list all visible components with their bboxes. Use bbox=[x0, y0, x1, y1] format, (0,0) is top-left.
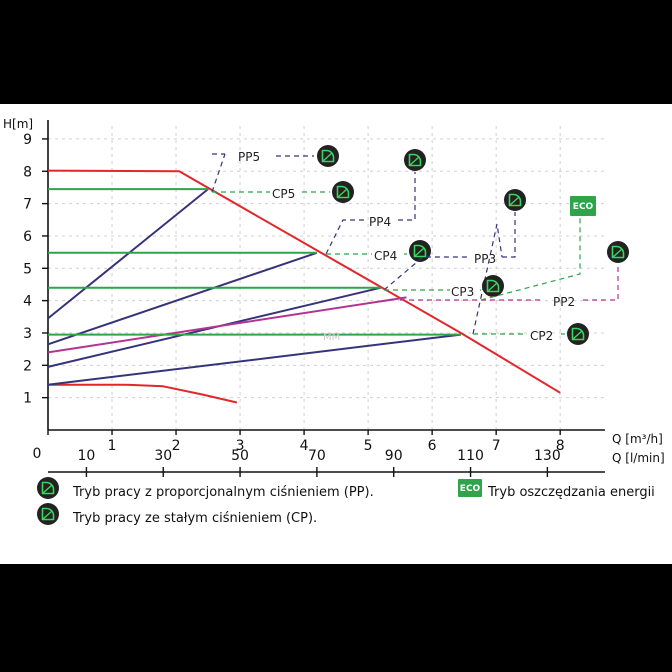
y-tick-label: 3 bbox=[23, 326, 32, 342]
origin-label: 0 bbox=[33, 446, 42, 462]
y-tick-label: 7 bbox=[23, 197, 32, 213]
series-line bbox=[47, 333, 462, 386]
leader-line bbox=[472, 223, 503, 335]
x-axis-label: Q [m³/h] bbox=[612, 432, 663, 446]
mode-label-cp3: CP3 bbox=[451, 285, 474, 299]
mode-label-cp2: CP2 bbox=[530, 329, 553, 343]
series-line bbox=[47, 296, 407, 354]
pump-mode-icon bbox=[408, 239, 432, 263]
pump-mode-icon bbox=[36, 476, 60, 500]
mode-label-pp4: PP4 bbox=[369, 215, 391, 229]
leader-line bbox=[398, 172, 416, 221]
pump-mode-icon bbox=[36, 502, 60, 526]
eco-badge-label: ECO bbox=[460, 484, 481, 494]
mode-label-cp4: CP4 bbox=[374, 249, 397, 263]
y-tick-label: 1 bbox=[23, 391, 32, 407]
series-line bbox=[47, 169, 561, 394]
eco-badge-icon: ECO bbox=[570, 196, 596, 216]
x-tick-label: 1 bbox=[108, 438, 117, 454]
secondary-tick-label: 30 bbox=[154, 448, 172, 464]
y-tick-label: 5 bbox=[23, 261, 32, 277]
legend: Tryb pracy z proporcjonalnym ciśnieniem … bbox=[36, 476, 655, 526]
x-tick-label: 3 bbox=[236, 438, 245, 454]
pump-mode-icon bbox=[481, 274, 505, 298]
mode-label-cp5: CP5 bbox=[272, 187, 295, 201]
y-axis-label: H[m] bbox=[3, 117, 33, 131]
y-tick-label: 9 bbox=[23, 132, 32, 148]
series-line bbox=[47, 251, 318, 346]
legend-text: Tryb pracy z proporcjonalnym ciśnieniem … bbox=[72, 485, 374, 500]
secondary-tick-label: 90 bbox=[385, 448, 403, 464]
secondary-axis-label: Q [l/min] bbox=[612, 451, 665, 465]
x-tick-label: 2 bbox=[172, 438, 181, 454]
eco-badge-icon: ECO bbox=[458, 479, 482, 497]
series-line bbox=[48, 383, 238, 404]
secondary-tick-label: 110 bbox=[457, 448, 484, 464]
x-tick-label: 7 bbox=[492, 438, 501, 454]
y-tick-label: 6 bbox=[23, 229, 32, 245]
leader-line bbox=[211, 153, 226, 193]
secondary-tick-label: 70 bbox=[308, 448, 326, 464]
leader-line bbox=[480, 216, 581, 301]
y-tick-label: 8 bbox=[23, 164, 32, 180]
mode-label-pp3: PP3 bbox=[474, 252, 496, 266]
pump-curve-chart: 1 2 3 4 5 6 7 8 9 1 2 3 4 5 6 7 8 0 H[m] Q [m³/h] 10 30 50 70 90… bbox=[3, 117, 665, 526]
series-group bbox=[47, 169, 561, 404]
secondary-tick-label: 10 bbox=[77, 448, 95, 464]
legend-text: Tryb oszczędzania energii bbox=[487, 485, 655, 500]
x-tick-label: 8 bbox=[556, 438, 565, 454]
mode-label-pp2: PP2 bbox=[553, 295, 575, 309]
y-tick-label: 2 bbox=[23, 358, 32, 374]
pump-mode-icon bbox=[316, 144, 340, 168]
secondary-tick-label: 130 bbox=[534, 448, 561, 464]
leader-line bbox=[502, 212, 516, 258]
watermark: MM bbox=[323, 332, 340, 343]
pump-mode-icon bbox=[566, 322, 590, 346]
axes: 1 2 3 4 5 6 7 8 9 1 2 3 4 5 6 7 8 0 H[m] Q [m³/h] 10 30 50 70 90… bbox=[3, 117, 665, 477]
annotations-group: PP5 CP5 PP4 CP4 PP3 CP3 PP2 CP2 ECO MM bbox=[211, 144, 630, 346]
leader-line bbox=[325, 219, 366, 255]
eco-badge-bg bbox=[458, 479, 482, 497]
x-tick-label: 4 bbox=[300, 438, 309, 454]
pump-mode-icon bbox=[606, 240, 630, 264]
leader-line bbox=[583, 264, 619, 301]
chart-panel: 1 2 3 4 5 6 7 8 9 1 2 3 4 5 6 7 8 0 H[m] Q [m³/h] 10 30 50 70 90… bbox=[0, 104, 672, 564]
eco-badge-label: ECO bbox=[573, 202, 594, 212]
secondary-tick-label: 50 bbox=[231, 448, 249, 464]
y-tick-label: 4 bbox=[23, 294, 32, 310]
pump-mode-icon bbox=[403, 148, 427, 172]
pump-mode-icon bbox=[503, 188, 527, 212]
mode-label-pp5: PP5 bbox=[238, 150, 260, 164]
pump-mode-icon bbox=[331, 180, 355, 204]
leader-line bbox=[383, 256, 470, 291]
x-tick-label: 5 bbox=[364, 438, 373, 454]
x-tick-label: 6 bbox=[428, 438, 437, 454]
legend-text: Tryb pracy ze stałym ciśnieniem (CP). bbox=[72, 511, 317, 526]
eco-badge-bg bbox=[570, 196, 596, 216]
